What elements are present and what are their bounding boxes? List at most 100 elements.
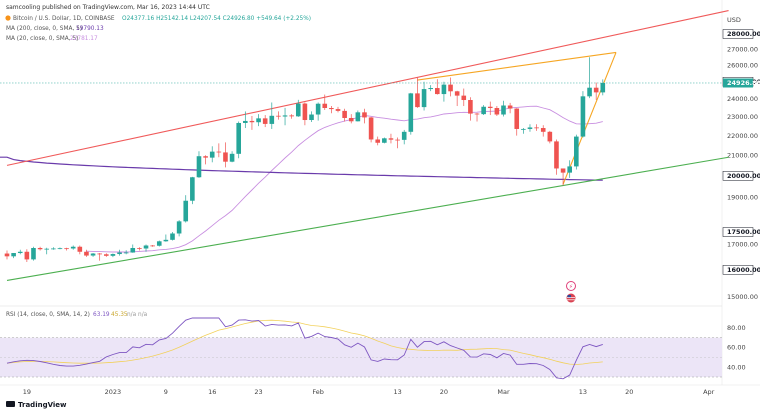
candle-body (31, 247, 36, 260)
candle-body (223, 152, 228, 162)
price-ticks: 15000.00 16000.00 17000.00 17500.00 19000.00… (722, 29, 760, 301)
candle-body (415, 93, 420, 108)
candle (580, 91, 586, 138)
time-tick-label: Apr (703, 388, 715, 396)
candle-body (547, 131, 553, 142)
rsi-legend-extra: n/a n/a (127, 312, 148, 318)
candle-body (130, 247, 136, 253)
candle-body (560, 168, 566, 173)
candle (507, 102, 513, 114)
price-tick-label: 17000.00 (727, 240, 758, 248)
candle-body (435, 88, 440, 95)
candle-body (77, 246, 83, 252)
candle-body (249, 120, 255, 123)
last-price-box (723, 78, 753, 88)
candle-body (514, 108, 520, 129)
time-tick-label: 20 (440, 388, 448, 396)
rsi-legend: RSI (14, close, 0, SMA, 14, 2) (6, 312, 90, 318)
candle (468, 97, 473, 121)
rsi-ma-line (6, 319, 603, 365)
candle-body (355, 112, 361, 122)
candle-body (395, 139, 400, 141)
price-tick-label: 19000.00 (727, 194, 758, 202)
candle (143, 244, 149, 252)
candle (474, 112, 480, 122)
candle-body (143, 245, 149, 249)
candles (4, 57, 606, 262)
candle (560, 168, 566, 186)
symbol-icon (5, 15, 11, 21)
candle-body (17, 251, 23, 254)
candle (329, 106, 334, 114)
lightning-event-icon (566, 281, 576, 291)
candle (547, 130, 553, 144)
candle-body (4, 253, 10, 257)
candle-body (183, 200, 189, 222)
candle (209, 146, 215, 163)
candle-body (64, 248, 69, 250)
price-tick-label: 16000.00 (727, 266, 760, 274)
footer-brand: TradingView (6, 401, 67, 409)
candle (408, 92, 414, 135)
candle (494, 106, 500, 116)
candle (587, 57, 592, 99)
candle-body (51, 248, 56, 250)
candle-body (348, 117, 354, 122)
candle-body (170, 233, 175, 240)
rsi-ticks: 40.00 60.00 80.00 (727, 324, 746, 371)
candle-body (276, 115, 281, 117)
candle-body (468, 100, 473, 114)
price-tick-box (722, 227, 754, 237)
candle (388, 133, 394, 144)
candle (289, 114, 294, 119)
trendline-wedge-lower (562, 52, 617, 185)
candle (362, 108, 367, 124)
candle (229, 151, 235, 163)
candle-body (448, 84, 453, 92)
candle (322, 94, 328, 110)
candle (527, 124, 533, 132)
rsi-line (6, 317, 603, 380)
candle (243, 111, 248, 129)
candle (448, 77, 453, 97)
candle-body (156, 241, 162, 246)
candle-body (236, 122, 241, 154)
candle-body (587, 87, 592, 97)
candle-body (110, 254, 116, 256)
candle-body (70, 246, 76, 249)
candle (415, 77, 420, 108)
candle-body (289, 115, 294, 117)
candle-body (408, 93, 414, 132)
candle (521, 128, 526, 134)
candle (104, 253, 109, 257)
candle (163, 234, 169, 242)
candle (567, 160, 572, 178)
candle (574, 134, 579, 170)
time-tick-label: 19 (23, 388, 31, 396)
candle (382, 137, 387, 144)
time-tick-label: 23 (254, 388, 262, 396)
candle (84, 249, 89, 257)
candle-body (335, 109, 341, 111)
candle-body (574, 136, 579, 167)
candle (176, 220, 182, 237)
candle-body (150, 245, 155, 247)
price-tick-label: 28000.00 (727, 30, 760, 38)
time-tick-label: Mar (497, 388, 510, 396)
candle (421, 81, 427, 111)
candle (256, 114, 261, 127)
candle (481, 105, 486, 116)
candle-body (256, 118, 261, 123)
candle-body (295, 103, 301, 117)
price-tick-label: 23000.00 (727, 113, 758, 121)
rsi-tick-label: 60.00 (727, 344, 746, 352)
candle-body (494, 108, 500, 115)
candle-body (262, 118, 268, 124)
candle (31, 246, 36, 261)
ma200-legend: MA (200, close, 0, SMA, 5) (6, 26, 82, 32)
candle (51, 247, 56, 250)
candle-body (474, 113, 480, 115)
lightning-glyph: ⚡ (569, 283, 573, 290)
candle (501, 100, 506, 117)
